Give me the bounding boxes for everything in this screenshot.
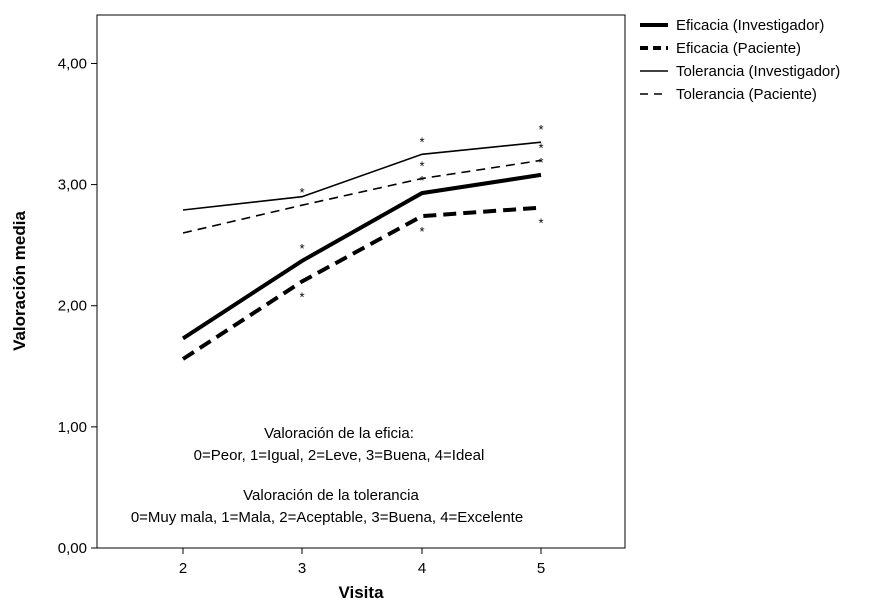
series-line-2	[181, 205, 542, 361]
legend: Eficacia (Investigador) Eficacia (Pacient…	[640, 17, 840, 103]
y-axis-title: Valoración media	[10, 211, 29, 351]
annotation-efficacy-scale: 0=Peor, 1=Igual, 2=Leve, 3=Buena, 4=Idea…	[194, 447, 485, 464]
plot-area-frame	[96, 14, 626, 549]
significance-star: *	[538, 155, 543, 170]
significance-markers: ***********	[299, 122, 543, 304]
significance-star: *	[538, 216, 543, 231]
significance-star: *	[419, 224, 424, 239]
legend-label: Tolerancia (Paciente)	[676, 86, 817, 103]
series-line-4	[182, 159, 542, 234]
x-tick-label: 4	[418, 560, 426, 577]
annotation-efficacy-title: Valoración de la eficia:	[264, 425, 414, 442]
significance-star: *	[538, 140, 543, 155]
significance-star: *	[299, 290, 304, 305]
y-tick-label: 3,00	[58, 177, 87, 194]
y-tick-label: 4,00	[58, 55, 87, 72]
annotation-tolerance-scale: 0=Muy mala, 1=Mala, 2=Aceptable, 3=Buena…	[131, 509, 523, 526]
y-axis: 0,00 1,00 2,00 3,00 4,00	[58, 55, 97, 557]
legend-label: Eficacia (Investigador)	[676, 17, 824, 34]
significance-star: *	[299, 185, 304, 200]
significance-star: *	[299, 241, 304, 256]
y-tick-label: 2,00	[58, 298, 87, 315]
annotation-tolerance-title: Valoración de la tolerancia	[243, 487, 419, 504]
significance-star: *	[419, 159, 424, 174]
legend-label: Tolerancia (Investigador)	[676, 63, 840, 80]
x-axis-title: Visita	[338, 583, 384, 602]
significance-star: *	[538, 122, 543, 137]
x-tick-label: 5	[537, 560, 545, 577]
significance-star: *	[419, 134, 424, 149]
significance-star: *	[419, 173, 424, 188]
x-axis: 2 3 4 5	[179, 548, 545, 577]
y-tick-label: 1,00	[58, 419, 87, 436]
x-tick-label: 2	[179, 560, 187, 577]
x-tick-label: 3	[298, 560, 306, 577]
legend-label: Eficacia (Paciente)	[676, 40, 801, 57]
series-line-3	[182, 141, 542, 211]
series-layer	[181, 141, 542, 361]
series-line-1	[181, 172, 542, 341]
y-tick-label: 0,00	[58, 540, 87, 557]
